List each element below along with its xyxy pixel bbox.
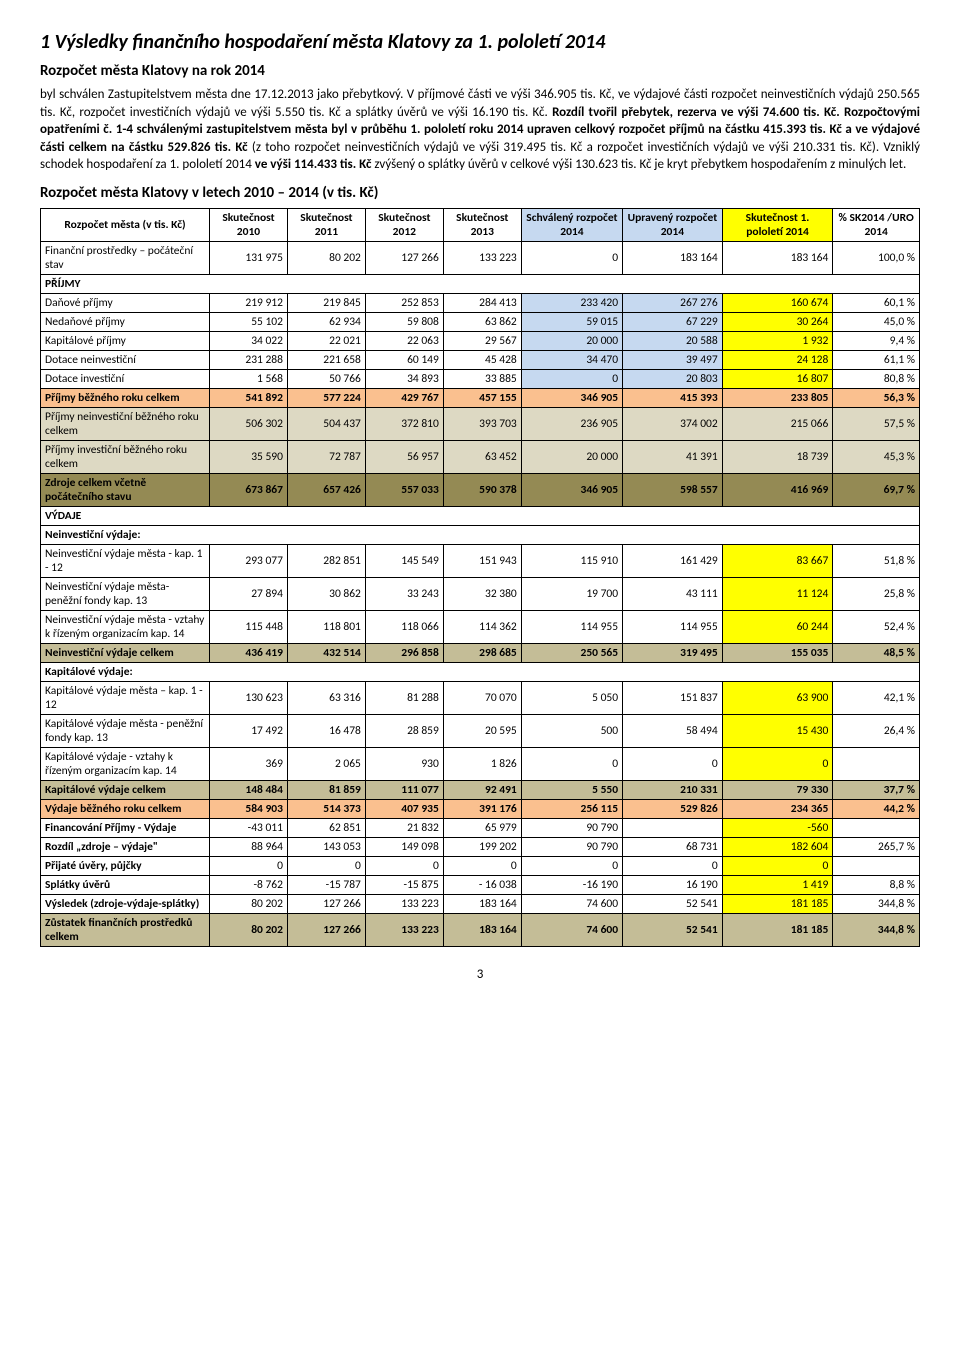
table-row: Nedaňové příjmy55 10262 93459 80863 8625… xyxy=(41,312,920,331)
table-row: Dotace investiční1 56850 76634 89333 885… xyxy=(41,369,920,388)
table-row: Výdaje běžného roku celkem584 903514 373… xyxy=(41,799,920,818)
table-row: Neinvestiční výdaje celkem436 419432 514… xyxy=(41,643,920,662)
table-row: Zůstatek finančních prostředků celkem80 … xyxy=(41,913,920,946)
table-row: Zdroje celkem včetně počátečního stavu67… xyxy=(41,473,920,506)
table-row: Kapitálové výdaje - vztahy k řízeným org… xyxy=(41,747,920,780)
table-row: Výsledek (zdroje-výdaje-splátky)80 20212… xyxy=(41,894,920,913)
table-row: Finanční prostředky – počáteční stav131 … xyxy=(41,241,920,274)
table-row: Neinvestiční výdaje města - kap. 1 - 122… xyxy=(41,544,920,577)
table-row: Financování Příjmy - Výdaje-43 01162 851… xyxy=(41,818,920,837)
header-col-1: Skutečnost 2010 xyxy=(210,208,288,241)
table-row: Kapitálové výdaje celkem148 48481 859111… xyxy=(41,780,920,799)
header-col-4: Skutečnost 2013 xyxy=(443,208,521,241)
table-row: VÝDAJE xyxy=(41,506,920,525)
table-row: Kapitálové výdaje: xyxy=(41,662,920,681)
table-row: PŘÍJMY xyxy=(41,274,920,293)
header-col-8: % SK2014 /URO 2014 xyxy=(833,208,920,241)
table-row: Kapitálové příjmy34 02222 02122 06329 56… xyxy=(41,331,920,350)
table-header: Rozpočet města (v tis. Kč) Skutečnost 20… xyxy=(41,208,920,241)
table-row: Splátky úvěrů-8 762-15 787-15 875- 16 03… xyxy=(41,875,920,894)
table-row: Kapitálové výdaje města – kap. 1 - 12130… xyxy=(41,681,920,714)
table-row: Kapitálové výdaje města - peněžní fondy … xyxy=(41,714,920,747)
header-col-3: Skutečnost 2012 xyxy=(365,208,443,241)
table-title: Rozpočet města Klatovy v letech 2010 – 2… xyxy=(40,184,920,202)
paragraph-1: byl schválen Zastupitelstvem města dne 1… xyxy=(40,86,920,174)
table-row: Neinvestiční výdaje města - vztahy k říz… xyxy=(41,610,920,643)
table-body: Finanční prostředky – počáteční stav131 … xyxy=(41,241,920,946)
header-col-6: Upravený rozpočet 2014 xyxy=(623,208,723,241)
table-row: Daňové příjmy219 912219 845252 853284 41… xyxy=(41,293,920,312)
table-row: Příjmy běžného roku celkem541 892577 224… xyxy=(41,388,920,407)
subtitle: Rozpočet města Klatovy na rok 2014 xyxy=(40,62,920,80)
table-row: Příjmy investiční běžného roku celkem35 … xyxy=(41,440,920,473)
header-col-2: Skutečnost 2011 xyxy=(287,208,365,241)
table-row: Neinvestiční výdaje města- peněžní fondy… xyxy=(41,577,920,610)
table-row: Přijaté úvěry, půjčky0000000 xyxy=(41,856,920,875)
table-row: Příjmy neinvestiční běžného roku celkem5… xyxy=(41,407,920,440)
budget-table: Rozpočet města (v tis. Kč) Skutečnost 20… xyxy=(40,208,920,947)
page-number: 3 xyxy=(40,967,920,982)
page-title: 1 Výsledky finančního hospodaření města … xyxy=(40,30,920,54)
table-row: Rozdíl „zdroje – výdaje"88 964143 053149… xyxy=(41,837,920,856)
table-row: Neinvestiční výdaje: xyxy=(41,525,920,544)
header-col-0: Rozpočet města (v tis. Kč) xyxy=(41,208,210,241)
table-row: Dotace neinvestiční231 288221 65860 1494… xyxy=(41,350,920,369)
header-col-5: Schválený rozpočet 2014 xyxy=(521,208,622,241)
header-col-7: Skutečnost 1. pololetí 2014 xyxy=(722,208,833,241)
